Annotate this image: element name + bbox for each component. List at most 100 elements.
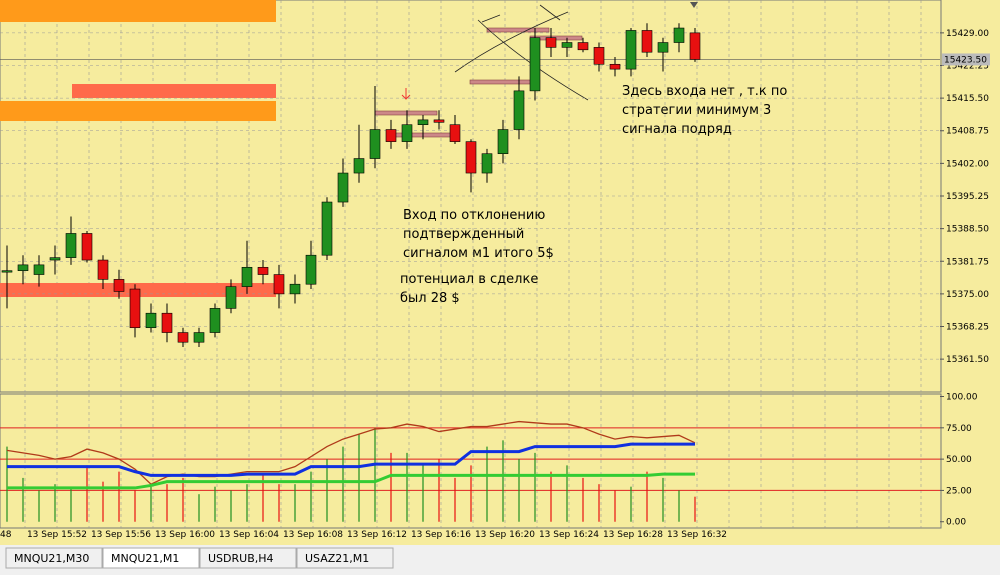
y-tick-label: 15422.25 <box>946 61 989 71</box>
annotation: потенциал в сделке <box>400 272 538 287</box>
y-tick-label: 15375.00 <box>946 290 989 300</box>
zone <box>0 101 276 121</box>
series-line <box>6 420 696 485</box>
candle-body <box>97 259 109 280</box>
x-tick-label: 13 Sep 16:00 <box>155 530 215 540</box>
zones <box>0 0 698 297</box>
candle-body <box>337 172 349 203</box>
x-tick-label: 13 Sep 16:20 <box>475 530 535 540</box>
y-tick-label: 0.00 <box>946 518 966 528</box>
y-tick-label: 15415.50 <box>946 94 989 104</box>
y-tick-label: 100.00 <box>946 393 978 403</box>
arrow <box>401 88 411 100</box>
marker <box>690 2 698 8</box>
candle-body <box>257 266 269 275</box>
y-tick-label: 15381.75 <box>946 257 989 267</box>
annotation: Здесь входа нет , т.к по <box>622 84 787 99</box>
annotations: Здесь входа нет , т.к по стратегии миним… <box>400 84 787 306</box>
candle-body <box>273 274 285 295</box>
candle-body <box>33 264 45 275</box>
candle-body <box>225 286 237 309</box>
candle-body <box>193 332 205 343</box>
candle-body <box>657 42 669 53</box>
candle-body <box>289 283 301 295</box>
level-box <box>486 27 550 33</box>
y-tick-label: 15429.00 <box>946 29 989 39</box>
tab-label[interactable]: USDRUB,H4 <box>208 552 274 565</box>
candle-body <box>209 308 221 333</box>
y-tick-label: 15402.00 <box>946 159 989 169</box>
candle-body <box>513 90 525 130</box>
series-line <box>7 472 695 490</box>
candle-body <box>17 264 29 271</box>
candle-body <box>625 30 637 70</box>
tab-label[interactable]: MNQU21,M1 <box>111 552 179 565</box>
candle-body <box>417 119 429 126</box>
candle-body <box>481 153 493 174</box>
annotation: Вход по отклонению <box>403 208 545 223</box>
tabs: MNQU21,M30 MNQU21,M1 USDRUB,H4 USAZ21,M1 <box>5 547 394 569</box>
plot: 15429.00 15422.25 15415.50 15408.75 15402.00… <box>0 23 990 540</box>
candle-body <box>49 257 61 261</box>
candle-body <box>321 201 333 256</box>
price-label: 15423.50 <box>944 55 987 65</box>
candle-body <box>449 124 461 142</box>
candle-body <box>1 270 13 273</box>
candle-body <box>353 158 365 174</box>
x-tick-label: 13 Sep 16:28 <box>603 530 663 540</box>
candle-body <box>81 233 93 261</box>
x-tick-label: 48 <box>0 530 12 540</box>
candle-body <box>689 32 701 60</box>
zone <box>72 84 276 98</box>
x-tick-label: 13 Sep 16:08 <box>283 530 343 540</box>
tab[interactable] <box>296 547 394 569</box>
candle-body <box>369 129 381 159</box>
candle-body <box>593 47 605 65</box>
y-tick-label: 15368.25 <box>946 323 989 333</box>
x-tick-label: 13 Sep 16:12 <box>347 530 407 540</box>
y-tick-label: 15395.25 <box>946 192 989 202</box>
candle-body <box>305 254 317 285</box>
candle-body <box>577 42 589 51</box>
candle-body <box>497 129 509 155</box>
annotation: был 28 $ <box>400 291 460 306</box>
tab[interactable] <box>5 547 103 569</box>
candle-body <box>65 233 77 258</box>
candle-body <box>529 37 541 92</box>
candle-body <box>561 42 573 48</box>
y-tick-label: 15361.50 <box>946 355 989 365</box>
x-tick-label: 13 Sep 15:56 <box>91 530 151 540</box>
level-box <box>469 79 533 85</box>
x-tick-label: 13 Sep 16:24 <box>539 530 599 540</box>
x-tick-label: 13 Sep 16:04 <box>219 530 279 540</box>
tab-label[interactable]: USAZ21,M1 <box>305 552 369 565</box>
candle-body <box>673 27 685 43</box>
candle-body <box>545 37 557 48</box>
candle-body <box>385 129 397 142</box>
tab[interactable] <box>102 547 200 569</box>
annotation: сигнала подряд <box>622 122 732 137</box>
annotation: подтвержденный <box>403 227 524 242</box>
y-tick-label: 15408.75 <box>946 127 989 137</box>
tab-label[interactable]: MNQU21,M30 <box>14 552 89 565</box>
candle-body <box>241 266 253 287</box>
y-tick-label: 15388.50 <box>946 225 989 235</box>
y-tick-label: 75.00 <box>946 424 972 434</box>
annotation: сигналом м1 итого 5$ <box>403 246 554 261</box>
tab[interactable] <box>199 547 297 569</box>
candle-body <box>609 63 621 70</box>
candle-body <box>145 312 157 329</box>
zone <box>0 0 276 22</box>
candle-body <box>113 279 125 292</box>
y-tick-label: 50.00 <box>946 455 972 465</box>
x-tick-label: 13 Sep 16:32 <box>667 530 727 540</box>
price-box <box>942 53 990 66</box>
candle-body <box>641 30 653 53</box>
x-tick-label: 13 Sep 16:16 <box>411 530 471 540</box>
level-box <box>374 110 438 116</box>
y-tick-label: 25.00 <box>946 486 972 496</box>
annotation: стратегии минимум 3 <box>622 103 771 118</box>
hand-drawing <box>454 4 589 101</box>
candle-body <box>465 141 477 174</box>
